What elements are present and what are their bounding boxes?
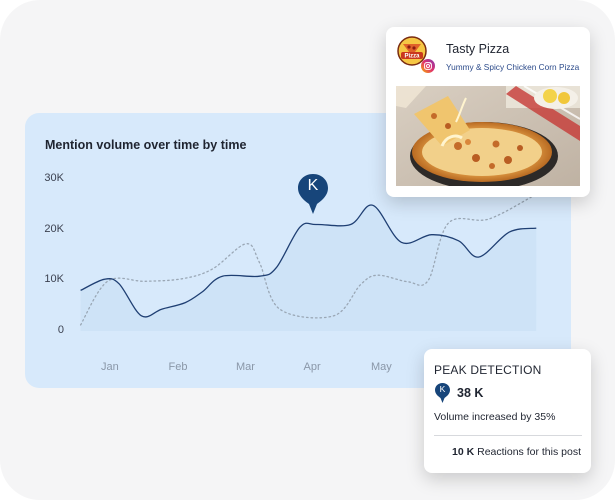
y-tick-label: 0 <box>57 324 64 336</box>
svg-text:Pizza: Pizza <box>404 54 420 60</box>
pizza-photo <box>396 86 580 186</box>
instagram-icon <box>421 59 435 73</box>
chart-title: Mention volume over time by time <box>45 138 247 152</box>
x-tick-label: Mar <box>236 361 255 373</box>
y-tick-label: 20K <box>44 222 64 235</box>
peak-detection-card[interactable]: PEAK DETECTION K 38 K Volume increased b… <box>424 349 591 473</box>
peak-marker-pin[interactable]: K <box>296 172 330 216</box>
mention-volume-chart <box>79 193 537 331</box>
peak-divider <box>434 435 582 436</box>
post-account-name: Tasty Pizza <box>446 42 510 56</box>
peak-marker-letter: K <box>307 177 319 194</box>
series-line-primary <box>80 204 537 318</box>
series-line-dotted <box>79 193 537 326</box>
peak-pin-icon: K <box>434 382 451 404</box>
series-area <box>80 204 537 331</box>
peak-value: 38 K <box>457 386 484 400</box>
peak-pin-letter: K <box>439 384 446 394</box>
x-tick-label: May <box>371 361 392 373</box>
post-caption: Yummy & Spicy Chicken Corn Pizza <box>446 62 580 72</box>
x-tick-label: Feb <box>168 361 188 373</box>
y-tick-label: 30K <box>44 171 64 184</box>
peak-reactions: 10 K Reactions for this post <box>452 446 581 458</box>
x-tick-label: Apr <box>303 361 321 373</box>
pizza-logo-icon: Pizza <box>397 36 435 73</box>
x-tick-label: Jan <box>101 361 119 373</box>
reactions-label: Reactions for this post <box>474 446 581 458</box>
map-pin-icon <box>298 174 328 214</box>
peak-description: Volume increased by 35% <box>434 411 556 423</box>
y-tick-label: 10K <box>44 273 64 286</box>
peak-detection-title: PEAK DETECTION <box>434 363 542 377</box>
reactions-count: 10 K <box>452 446 475 458</box>
social-post-card[interactable]: Pizza Tasty Pizza Yummy & Spicy Chicken … <box>386 27 590 197</box>
